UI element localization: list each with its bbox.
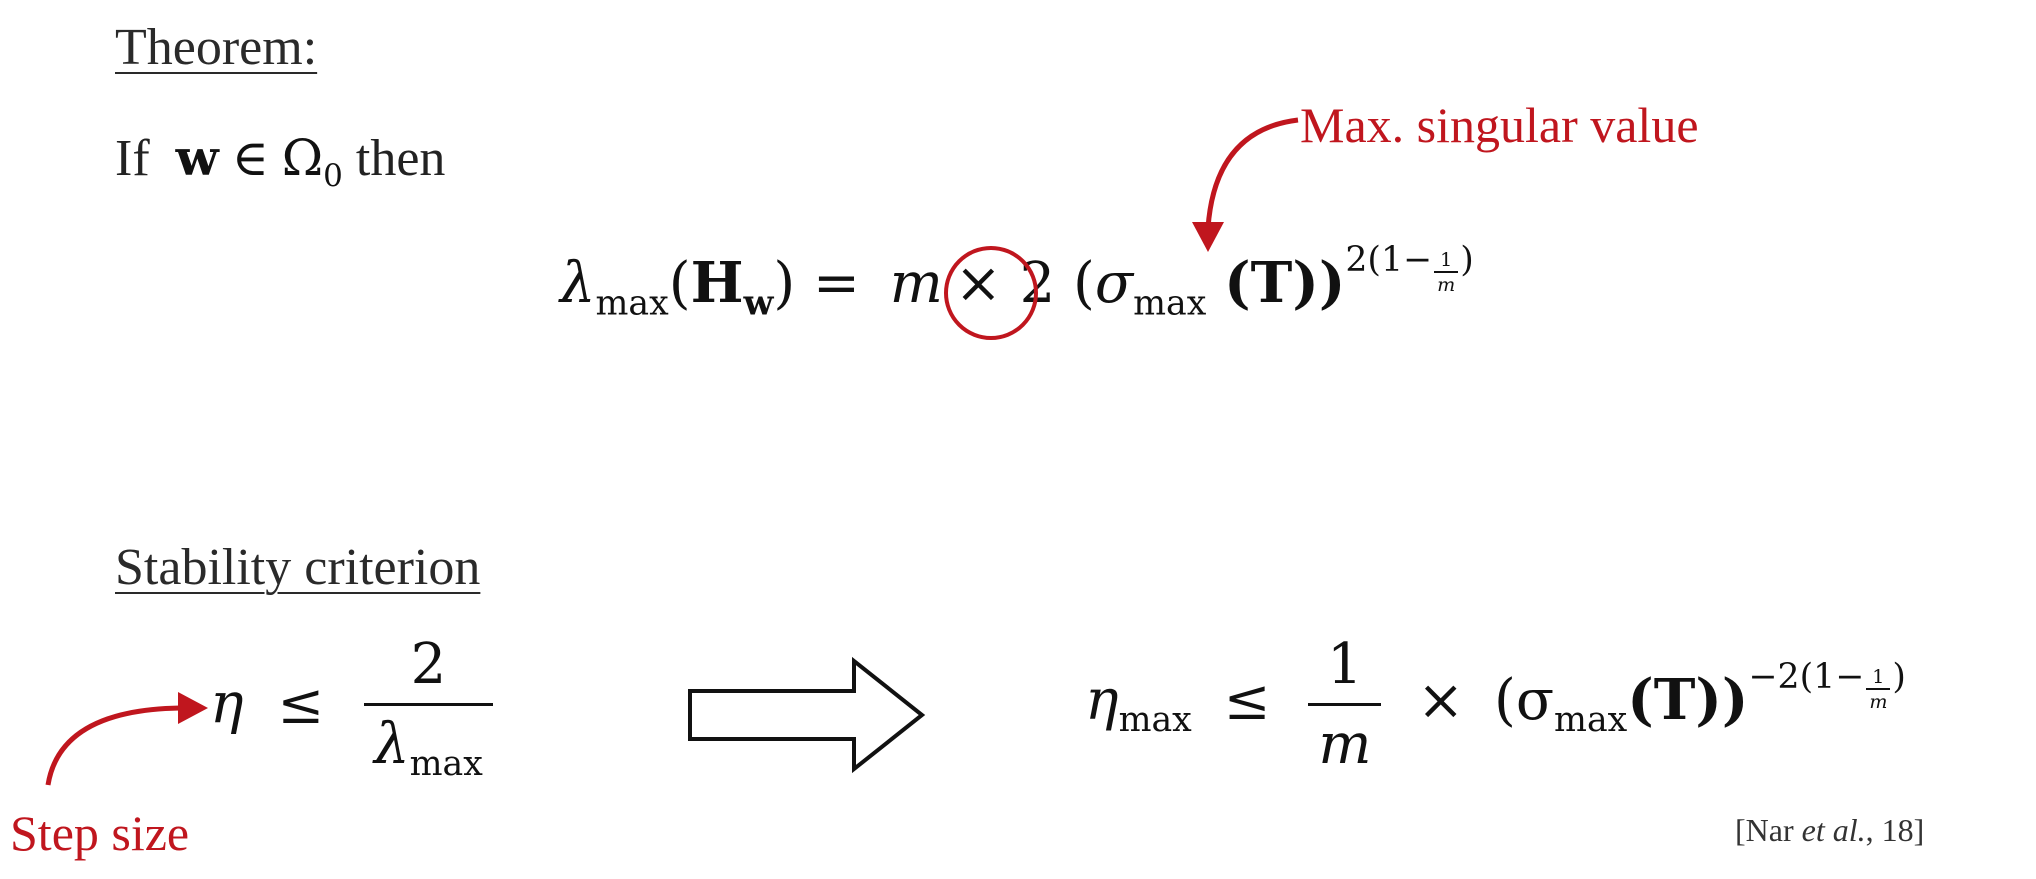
step-size-arrow	[45, 692, 208, 786]
theorem-condition: If w ∈ Ω0 then	[115, 128, 445, 194]
then-word: then	[355, 130, 446, 187]
stability-inequality: η ≤ 2 λmax	[210, 632, 499, 784]
w-symbol: w	[175, 128, 219, 187]
annotation-arrow-sigma	[1192, 117, 1299, 252]
max-singular-value-annotation: Max. singular value	[1300, 97, 1699, 153]
if-word: If	[115, 130, 150, 187]
m-variable: m	[889, 251, 943, 317]
citation: [Nar et al., 18]	[1735, 812, 1925, 848]
omega-symbol: Ω0	[281, 129, 343, 194]
m-highlight-circle	[944, 246, 1038, 340]
element-of-symbol: ∈	[231, 129, 269, 187]
implies-arrow-icon	[688, 656, 926, 774]
theorem-heading: Theorem:	[115, 19, 318, 76]
stability-heading: Stability criterion	[115, 539, 481, 596]
step-size-annotation: Step size	[10, 805, 190, 861]
